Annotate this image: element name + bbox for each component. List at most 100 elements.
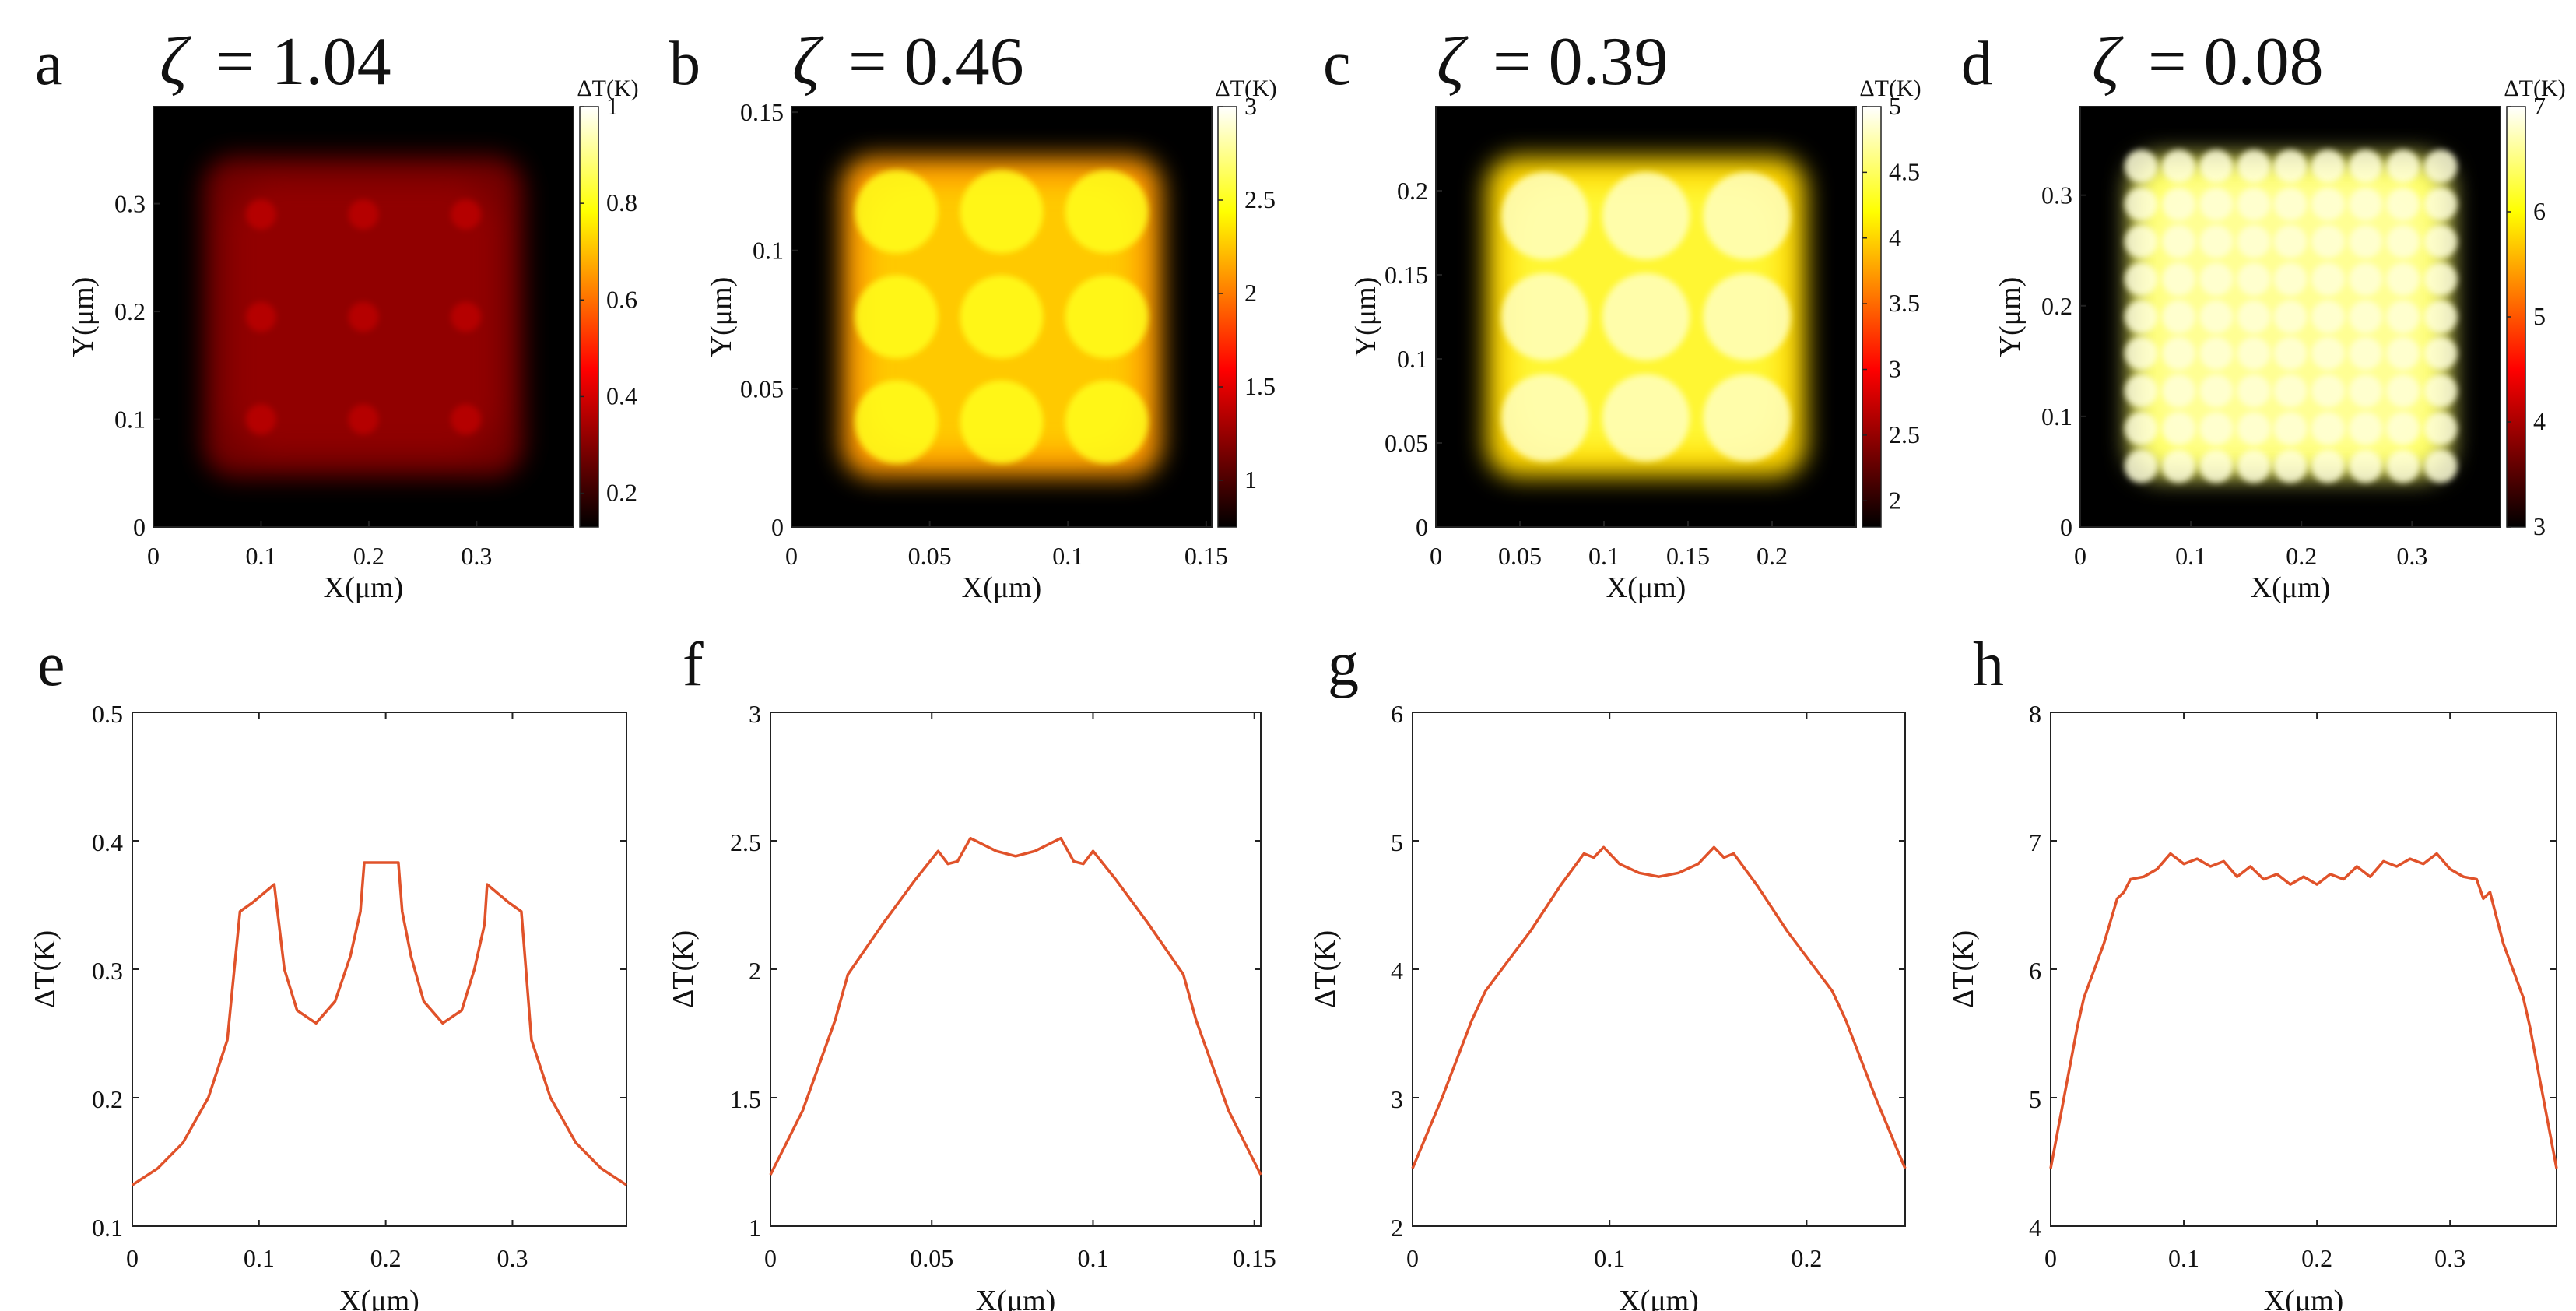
- x-tick-label: 0.2: [2286, 542, 2317, 570]
- heat-source-3-1: [2162, 336, 2195, 371]
- x-tick-label: 0.3: [2396, 542, 2427, 570]
- heat-source-4-7: [2386, 300, 2420, 334]
- heat-source-8-8: [2423, 149, 2458, 184]
- x-tick-label: 0.05: [910, 1244, 953, 1272]
- x-tick-label: 0.3: [497, 1244, 528, 1272]
- heat-source-4-0: [2124, 300, 2158, 334]
- heat-source-2-1: [348, 199, 379, 230]
- heat-source-2-4: [2273, 374, 2308, 408]
- colorbar-tick-label: 3: [2533, 512, 2546, 540]
- x-tick-label: 0.3: [461, 542, 492, 570]
- x-tick-label: 0: [785, 542, 798, 570]
- heat-source-8-2: [2199, 149, 2234, 184]
- y-tick-label: 0.3: [2041, 181, 2072, 209]
- x-tick-label: 0.3: [2434, 1244, 2465, 1272]
- heat-source-3-6: [2349, 336, 2382, 371]
- heat-source-0-1: [1602, 374, 1690, 462]
- panel-label-b: b: [669, 30, 700, 98]
- plot-frame: [1412, 712, 1906, 1227]
- heat-source-1-5: [2311, 412, 2345, 445]
- zeta-symbol: ζ: [1437, 24, 1469, 100]
- heat-source-4-2: [2199, 300, 2234, 334]
- x-tick-label: 0.15: [1666, 542, 1710, 570]
- y-tick-label: 0.1: [92, 1214, 123, 1242]
- heat-source-1-1: [348, 301, 379, 332]
- heat-source-5-4: [2273, 262, 2308, 296]
- heat-source-1-7: [2386, 412, 2420, 445]
- y-tick-label: 5: [1391, 828, 1403, 856]
- heat-source-4-4: [2273, 300, 2308, 334]
- colorbar-tick-label: 1: [606, 92, 619, 120]
- y-axis-label: ΔT(K): [1947, 930, 1980, 1008]
- heat-source-8-3: [2237, 149, 2271, 184]
- line-panel-e: e0 0.1 0.2 0.30.10.20.30.40.5X(μm)ΔT(K): [29, 631, 627, 1311]
- heat-source-0-2: [451, 404, 481, 434]
- line-panel-f: f 0 0.05 0.1 0.15 1 1.5 2 2.5 3 X(μm) ΔT(K): [667, 631, 1276, 1311]
- x-tick-label: 0: [764, 1244, 777, 1272]
- y-tick-label: 0: [771, 513, 784, 541]
- colorbar-label: ΔT(K): [1215, 76, 1276, 101]
- heat-source-1-8: [2423, 412, 2458, 445]
- colorbar: [579, 106, 599, 528]
- y-tick-label: 4: [1391, 957, 1403, 985]
- y-axis-label: ΔT(K): [667, 930, 700, 1008]
- x-tick-label: 0.1: [245, 542, 276, 570]
- y-tick-label: 1: [749, 1214, 761, 1242]
- heat-source-1-2: [451, 301, 481, 332]
- y-tick-label: 0.15: [740, 98, 784, 126]
- heat-source-0-0: [855, 380, 939, 464]
- y-tick-label: 5: [2029, 1085, 2041, 1113]
- y-tick-label: 0.2: [92, 1085, 123, 1113]
- x-tick-label: 0: [1430, 542, 1442, 570]
- heatmap-panel-a: a ζ = 1.04 0 0.1 0.2 0.3 0 0.1 0.2 0.3 X(μm) Y(μm) ΔT…: [35, 24, 639, 604]
- heat-source-0-1: [2162, 449, 2195, 483]
- y-tick-label: 0.3: [92, 957, 123, 985]
- zeta-value: = 0.08: [2148, 24, 2324, 100]
- zeta-symbol: ζ: [792, 24, 824, 100]
- series-line-0: [132, 861, 627, 1186]
- y-tick-label: 6: [1391, 700, 1403, 728]
- y-tick-label: 0: [2060, 513, 2072, 541]
- heat-source-1-2: [2199, 412, 2234, 445]
- heat-source-0-3: [2237, 449, 2271, 483]
- heat-source-1-0: [1501, 272, 1589, 361]
- x-tick-label: 0.1: [2168, 1244, 2199, 1272]
- heat-source-5-5: [2311, 262, 2345, 296]
- heat-source-7-4: [2273, 187, 2308, 221]
- colorbar-label: ΔT(K): [1859, 76, 1921, 101]
- heat-source-3-3: [2237, 336, 2271, 371]
- heat-source-0-1: [348, 404, 379, 434]
- heat-source-5-8: [2423, 262, 2458, 296]
- heat-source-8-6: [2349, 149, 2382, 184]
- x-tick-label: 0.2: [370, 1244, 402, 1272]
- heat-source-0-6: [2349, 449, 2382, 483]
- heat-source-2-1: [1602, 172, 1690, 260]
- panel-label-d: d: [1961, 30, 1992, 98]
- heat-source-2-2: [1065, 170, 1149, 254]
- plot-frame: [132, 712, 627, 1227]
- colorbar-tick-label: 3: [1244, 92, 1257, 120]
- y-axis-label: ΔT(K): [1309, 930, 1342, 1008]
- heat-source-2-3: [2237, 374, 2271, 408]
- panel-label-c: c: [1323, 30, 1351, 98]
- heat-source-6-4: [2273, 225, 2308, 258]
- heat-source-6-8: [2423, 225, 2458, 258]
- heatmap-panel-b: b ζ = 0.46 0 0.05 0.1 0.15 0 0.05 0.1 0.15 X(μm) Y(μ…: [669, 24, 1277, 604]
- heat-source-7-2: [2199, 187, 2234, 221]
- heat-source-0-2: [2199, 449, 2234, 483]
- y-tick-label: 1.5: [730, 1085, 761, 1113]
- y-axis-label: Y(μm): [1994, 277, 2027, 357]
- heat-source-5-3: [2237, 262, 2271, 296]
- heat-source-0-8: [2423, 449, 2458, 483]
- y-tick-label: 0.05: [1385, 429, 1428, 457]
- colorbar-tick-label: 4: [1889, 223, 1901, 251]
- y-tick-label: 2: [749, 957, 761, 985]
- x-axis-label: X(μm): [962, 571, 1042, 604]
- heat-source-1-6: [2349, 412, 2382, 445]
- heat-source-5-7: [2386, 262, 2420, 296]
- x-tick-label: 0.1: [2175, 542, 2206, 570]
- colorbar-tick-label: 0.2: [606, 479, 637, 507]
- heat-source-8-1: [2162, 149, 2195, 184]
- heat-source-1-2: [1065, 275, 1149, 359]
